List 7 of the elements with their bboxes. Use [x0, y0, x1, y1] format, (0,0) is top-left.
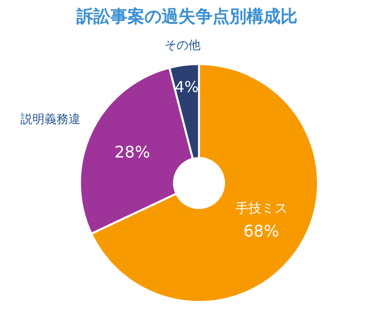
slice-label: その他: [164, 38, 201, 52]
data-label: 4%: [174, 78, 199, 96]
slice-label: 手技ミス: [235, 202, 288, 217]
data-label: 68%: [244, 222, 280, 241]
chart-title: 訴訟事案の過失争点別構成比: [76, 6, 298, 27]
data-label: 28%: [114, 142, 150, 162]
slice-label: 説明義務違: [20, 112, 80, 126]
